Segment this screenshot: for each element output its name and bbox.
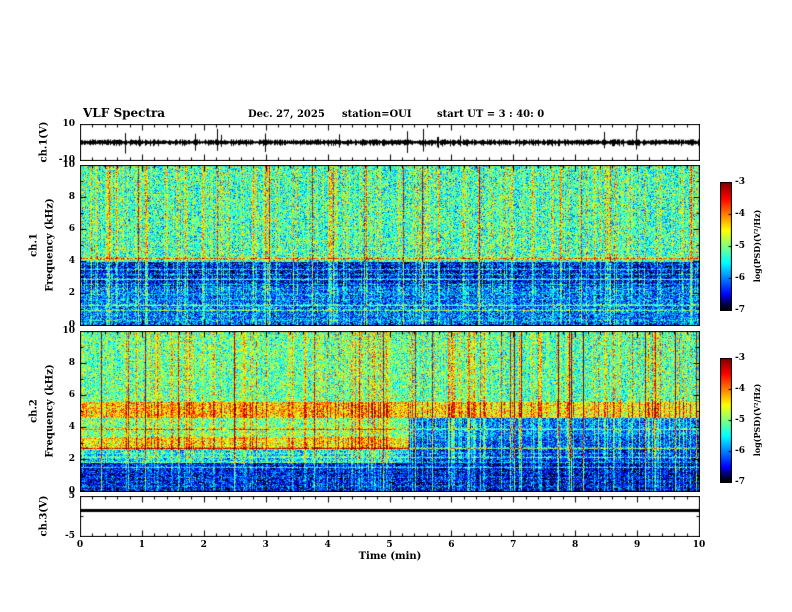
ch1-spec-ytick-label: 2 (68, 288, 75, 298)
ch3-wave-ytick-label: -5 (65, 531, 75, 541)
ch2-spec-ytick-label: 8 (68, 358, 75, 368)
x-tick-label: 2 (200, 540, 207, 550)
ch1-voltage-axis-label: ch.1(V) (38, 121, 50, 163)
colorbar2 (720, 358, 732, 483)
ch1-waveform-panel (80, 124, 700, 161)
ch3-voltage-axis-label: ch.3(V) (38, 495, 50, 537)
colorbar1-label: log(PSD)(V²/Hz) (752, 209, 762, 283)
ch2-spec-freq-axis-label: Frequency (kHz) (44, 364, 56, 458)
ch2-spec-channel-label: ch.2 (28, 399, 40, 423)
ch2-spec-ytick-label: 0 (68, 486, 75, 496)
x-tick-label: 1 (138, 540, 146, 550)
x-tick-label: 5 (386, 540, 393, 550)
x-tick-label: 4 (324, 540, 331, 550)
ch1-spec-freq-axis-label: Frequency (kHz) (44, 198, 56, 292)
colorbar2-tick-label: -5 (735, 415, 745, 425)
ch2-spec-ytick-label: 4 (68, 422, 75, 432)
ch2-spec-ytick-label: 2 (68, 454, 75, 464)
ch3-wave-ytick-label: 5 (68, 491, 75, 501)
x-tick-label: 3 (262, 540, 269, 550)
ch1-spec-ytick-label: 0 (68, 320, 75, 330)
ch2-spec-ytick-label: 6 (68, 390, 75, 400)
colorbar1-tick-label: -6 (735, 273, 745, 283)
colorbar2-tick-label: -6 (735, 446, 745, 456)
x-tick-label: 7 (510, 540, 517, 550)
ch1-wave-ytick-label: -10 (58, 155, 75, 165)
colorbar2-tick-label: -3 (735, 353, 745, 363)
colorbar1-tick-label: -5 (735, 241, 745, 251)
x-tick-label: 8 (572, 540, 579, 550)
colorbar1 (720, 182, 732, 311)
x-tick-label: 9 (633, 540, 641, 550)
date-label: Dec. 27, 2025 (248, 109, 325, 120)
ch1-spec-ytick-label: 10 (62, 160, 75, 170)
colorbar2-label: log(PSD)(V²/Hz) (752, 383, 762, 457)
x-axis-label: Time (min) (358, 551, 422, 562)
x-tick-label: 0 (76, 540, 84, 550)
x-tick-label: 10 (692, 540, 706, 550)
ch2-spectrogram-panel (80, 331, 700, 492)
colorbar1-tick-label: -7 (735, 305, 745, 315)
colorbar1-tick-label: -3 (735, 177, 745, 187)
ch1-spectrogram-panel (80, 165, 700, 326)
ch1-spec-channel-label: ch.1 (28, 233, 40, 257)
colorbar2-tick-label: -7 (735, 477, 745, 487)
ch1-spec-ytick-label: 6 (68, 224, 75, 234)
ch2-spec-ytick-label: 10 (62, 326, 75, 336)
ch1-spec-ytick-label: 8 (68, 192, 75, 202)
ch3-waveform-panel (80, 496, 700, 537)
station-label: station=OUI (342, 109, 412, 120)
colorbar1-tick-label: -4 (735, 209, 745, 219)
ch1-wave-ytick-label: 10 (62, 119, 75, 129)
colorbar2-tick-label: -4 (735, 384, 745, 394)
plot-title: VLF Spectra (83, 106, 166, 120)
ch1-spec-ytick-label: 4 (68, 256, 75, 266)
start-ut-label: start UT = 3 : 40: 0 (437, 109, 545, 120)
x-tick-label: 6 (448, 540, 455, 550)
